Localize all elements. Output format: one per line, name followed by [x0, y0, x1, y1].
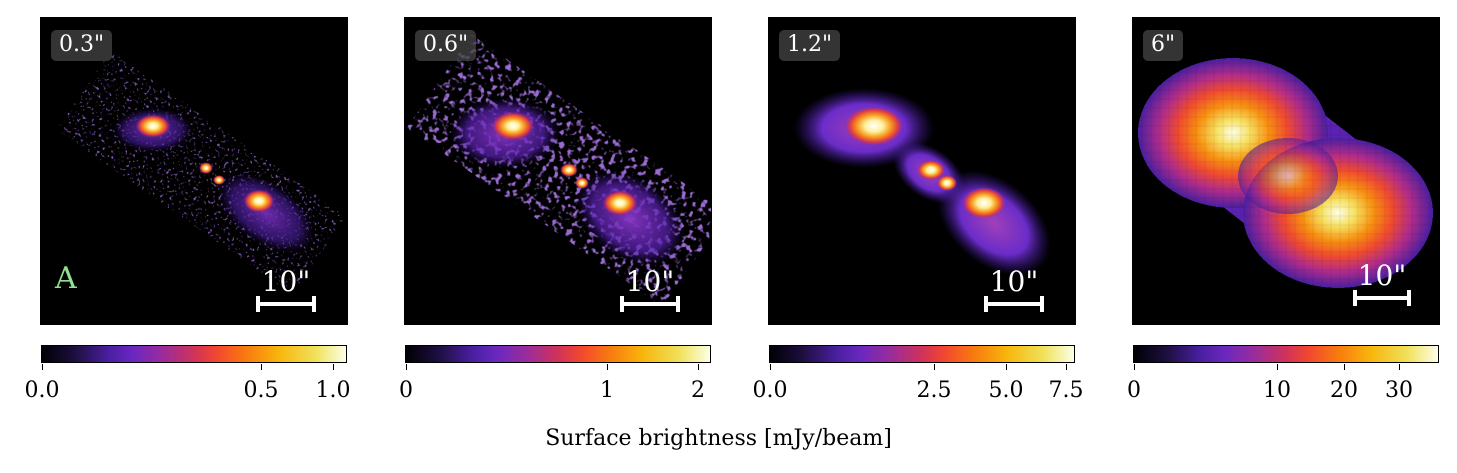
- scale-bar-cap: [1353, 290, 1357, 306]
- colorbar-tick-label: 2.5: [916, 378, 952, 403]
- colorbar-4: 0 10 20 30: [1127, 345, 1439, 402]
- resolution-label: 1.2": [779, 30, 841, 61]
- radio-source-image: [433, 57, 701, 284]
- scale-bar-cap: [984, 296, 988, 312]
- scale-bar-cap: [1407, 290, 1411, 306]
- resolution-label: 0.3": [51, 30, 113, 61]
- scale-bar-cap: [676, 296, 680, 312]
- resolution-label: 6": [1143, 30, 1184, 61]
- image-panel-4: 6" 10": [1132, 17, 1440, 325]
- radio-source-image: [1133, 18, 1439, 324]
- scale-bar: 10": [1353, 262, 1411, 312]
- scale-bar-label: 10": [989, 265, 1039, 298]
- scale-bar-line: [984, 302, 1044, 306]
- scale-bar-cap: [256, 296, 260, 312]
- colorbar-3: 0.0 2.5 5.0 7.5: [753, 345, 1084, 402]
- radio-source-image: [794, 88, 1051, 276]
- scale-bar-line: [1353, 296, 1411, 300]
- scale-bar-label: 10": [625, 265, 675, 298]
- colorbar-axis-label: Surface brightness [mJy/beam]: [545, 426, 892, 451]
- colorbar-1: 0.0 0.5 1.0: [25, 345, 351, 402]
- scale-bar-cap: [620, 296, 624, 312]
- scale-bar-cap: [1040, 296, 1044, 312]
- colorbar-tick-label: 1: [600, 378, 614, 403]
- image-panel-1: 0.3" A 10": [40, 17, 348, 325]
- colorbar-tick-label: 0: [1127, 378, 1141, 403]
- colorbar-tick-label: 0: [399, 378, 413, 403]
- resolution-label: 0.6": [415, 30, 477, 61]
- colorbar-tick-label: 30: [1385, 378, 1413, 403]
- colorbar-tick-label: 10: [1263, 378, 1291, 403]
- colorbar-tick-label: 7.5: [1048, 378, 1084, 403]
- image-panel-3: 1.2" 10": [768, 17, 1076, 325]
- colorbar-tick-label: 20: [1330, 378, 1358, 403]
- radio-source-image: [80, 70, 323, 275]
- scale-bar-label: 10": [1357, 259, 1407, 292]
- colorbar-tick-label: 2: [691, 378, 705, 403]
- colorbar-tick-label: 1.0: [315, 378, 351, 403]
- scale-bar: 10": [984, 268, 1044, 318]
- scale-bar-line: [620, 302, 680, 306]
- image-panel-2: 0.6" 10": [404, 17, 712, 325]
- colorbar-tick-label: 0.5: [243, 378, 279, 403]
- colorbar-tick-label: 0.0: [752, 378, 788, 403]
- scale-bar: 10": [256, 268, 316, 318]
- colorbar-2: 0 1 2: [399, 345, 711, 402]
- panel-letter: A: [55, 261, 77, 296]
- colorbar-tick-label: 0.0: [24, 378, 60, 403]
- colorbar-tick-label: 5.0: [988, 378, 1024, 403]
- scale-bar-line: [256, 302, 316, 306]
- scale-bar: 10": [620, 268, 680, 318]
- scale-bar-label: 10": [261, 265, 311, 298]
- scale-bar-cap: [312, 296, 316, 312]
